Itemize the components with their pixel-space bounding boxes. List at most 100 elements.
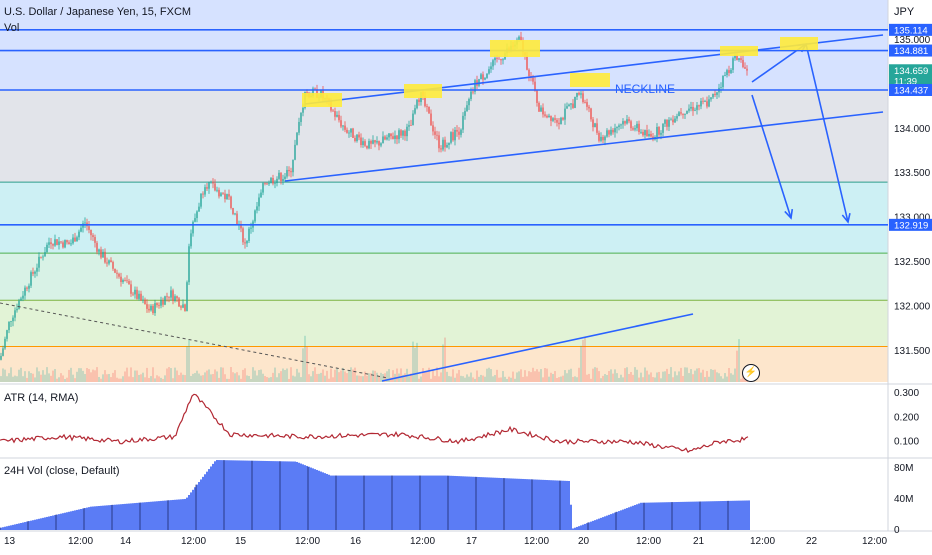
candle-body — [432, 125, 434, 132]
vol24-bar — [640, 502, 642, 530]
vol24-bar — [218, 460, 220, 530]
candle-body — [500, 59, 502, 61]
candle-body — [622, 121, 624, 125]
volume-bar — [506, 378, 508, 382]
vol24-bar — [8, 525, 10, 530]
vol24-bar — [26, 521, 28, 530]
candle-body — [200, 193, 202, 207]
volume-bar — [662, 371, 664, 382]
volume-bar — [642, 377, 644, 382]
volume-bar — [652, 377, 654, 382]
candle-body — [474, 80, 476, 92]
candle-body — [154, 303, 156, 314]
volume-bar — [632, 374, 634, 382]
volume-bar — [674, 371, 676, 382]
volume-bar — [564, 370, 566, 382]
candle-body — [230, 196, 232, 208]
vol24-bar — [348, 475, 350, 530]
candle-body — [224, 193, 226, 200]
volume-bar — [638, 377, 640, 382]
volume-bar — [344, 371, 346, 382]
candle-body — [148, 308, 150, 311]
candle-body — [90, 229, 92, 236]
atr-tick-label: 0.100 — [894, 437, 919, 448]
candle-body — [34, 271, 36, 274]
vol24-bar — [62, 513, 64, 530]
vol24-bar — [134, 503, 136, 530]
volume-bar — [702, 369, 704, 382]
candle-body — [696, 105, 698, 110]
volume-bar — [18, 369, 20, 382]
candle-body — [190, 233, 192, 247]
candle-body — [628, 119, 630, 122]
candle-body — [600, 136, 602, 141]
candle-body — [66, 240, 68, 243]
x-tick-label: 13 — [4, 536, 16, 547]
candle-body — [534, 81, 536, 91]
candle-body — [526, 55, 528, 70]
candle-body — [198, 206, 200, 212]
candle-body — [240, 224, 242, 229]
vol24-bar — [478, 477, 480, 530]
volume-bar — [538, 371, 540, 382]
vol24-bar — [130, 503, 132, 530]
candle-body — [6, 330, 8, 339]
candle-body — [578, 92, 580, 95]
vol24-bar — [10, 525, 12, 530]
volume-bar — [246, 375, 248, 382]
volume-bar — [486, 368, 488, 382]
candle-body — [664, 119, 666, 124]
volume-bar — [502, 371, 504, 382]
volume-bar — [450, 376, 452, 382]
volume-bar — [10, 367, 12, 382]
candle-body — [302, 107, 304, 113]
volume-bar — [456, 373, 458, 382]
candle-body — [490, 66, 492, 70]
axes: 135.000134.500134.000133.500133.000132.5… — [4, 23, 932, 547]
zone-band — [0, 300, 888, 347]
vol24-bar — [144, 502, 146, 530]
vol24-bar — [502, 478, 504, 530]
vol24-bar — [452, 475, 454, 530]
candle-body — [468, 99, 470, 106]
vol24-bar — [744, 500, 746, 530]
highlight-box — [570, 73, 610, 87]
candle-body — [380, 143, 382, 146]
candle-body — [746, 68, 748, 71]
candle-body — [98, 249, 100, 252]
price-tag — [889, 83, 932, 96]
volume-bar — [94, 370, 96, 382]
volume-bar — [318, 373, 320, 382]
candle-body — [70, 243, 72, 245]
vol24-bar — [222, 460, 224, 530]
volume-bar — [210, 374, 212, 382]
volume-bar — [430, 378, 432, 382]
vol24-bar — [194, 487, 196, 530]
volume-bar — [198, 373, 200, 382]
lightning-icon[interactable]: ⚡ — [742, 364, 760, 382]
candle-body — [656, 126, 658, 137]
volume-bar — [342, 367, 344, 382]
candle-body — [680, 112, 682, 114]
highlight-boxes[interactable] — [302, 37, 818, 107]
candle-body — [350, 128, 352, 133]
arrow-down-right-head — [841, 213, 851, 224]
vol24-bar — [400, 475, 402, 530]
volume-bar — [352, 369, 354, 382]
candle-body — [428, 106, 430, 114]
price-tag — [889, 23, 932, 36]
vol24-bar — [76, 509, 78, 530]
candle-body — [254, 210, 256, 222]
candle-body — [220, 193, 222, 197]
volume-bar — [42, 370, 44, 382]
volume-bar — [704, 377, 706, 382]
volume-bar — [282, 368, 284, 382]
candle-body — [40, 256, 42, 258]
volume-bar — [616, 373, 618, 382]
vol24-bar — [366, 475, 368, 530]
x-tick-label: 16 — [350, 536, 362, 547]
zone-band — [0, 0, 888, 90]
vol24-bar — [388, 475, 390, 530]
candle-body — [378, 141, 380, 146]
